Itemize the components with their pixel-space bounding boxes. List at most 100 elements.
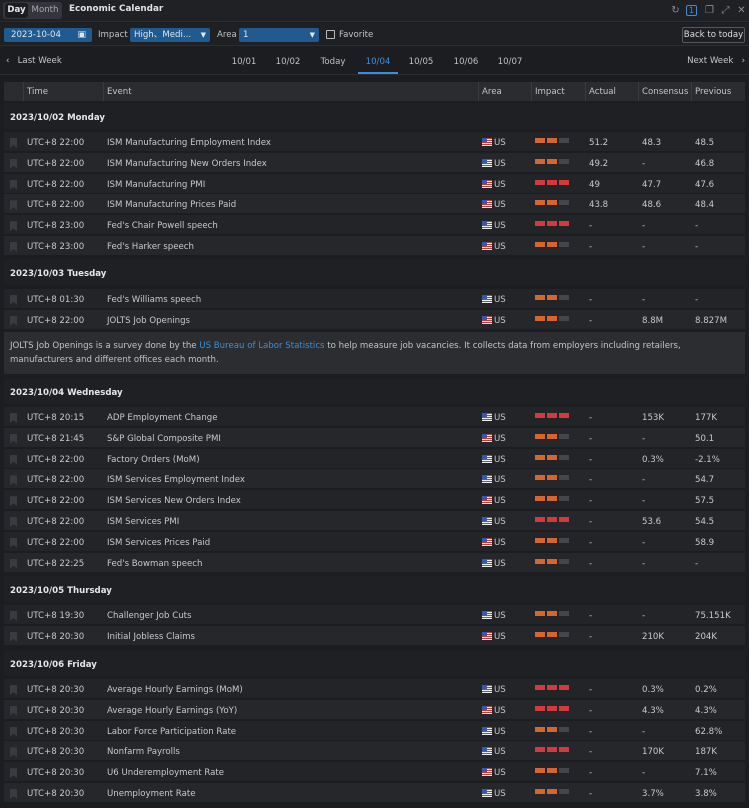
- table-row[interactable]: UTC+8 23:00 Fed's Chair Powell speech US - -…: [4, 215, 745, 236]
- bookmark-icon[interactable]: [10, 413, 17, 423]
- bookmark-icon[interactable]: [10, 454, 17, 465]
- table-row[interactable]: UTC+8 22:00 ISM Manufacturing New Orders …: [4, 152, 745, 173]
- bookmark-icon[interactable]: [10, 138, 17, 148]
- impact-bar: [547, 454, 557, 460]
- date-tab[interactable]: 10/05: [408, 57, 434, 67]
- bookmark-icon[interactable]: [10, 242, 17, 252]
- back-to-today-button[interactable]: Back to today: [682, 27, 745, 43]
- date-tab[interactable]: 10/02: [275, 57, 301, 67]
- bookmark-icon[interactable]: [10, 517, 17, 527]
- impact-select[interactable]: High、Medi... ▼: [130, 28, 210, 42]
- table-row[interactable]: UTC+8 22:00 ISM Services Employment Index…: [4, 469, 745, 490]
- bookmark-icon[interactable]: [10, 475, 17, 486]
- day-view-button[interactable]: Day: [5, 3, 28, 18]
- date-tab-today[interactable]: Today: [320, 57, 346, 67]
- favorite-checkbox[interactable]: [326, 30, 335, 39]
- month-view-button[interactable]: Month: [31, 5, 59, 15]
- table-row[interactable]: UTC+8 20:30 Average Hourly Earnings (MoM)…: [4, 679, 745, 699]
- us-flag-icon: [482, 517, 492, 525]
- bookmark-icon[interactable]: [10, 631, 17, 642]
- time-cell: UTC+8 20:30: [27, 768, 85, 779]
- bookmark-icon[interactable]: [10, 433, 17, 444]
- bookmark-icon[interactable]: [10, 768, 17, 779]
- bookmark-icon[interactable]: [10, 789, 17, 799]
- actual-cell: -: [589, 433, 593, 444]
- table-row[interactable]: UTC+8 20:15 ADP Employment Change US - 153K 1…: [4, 407, 745, 427]
- impact-bar: [535, 768, 545, 774]
- table-row[interactable]: UTC+8 23:00 Fed's Harker speech US - - -: [4, 236, 745, 256]
- bookmark-icon[interactable]: [10, 537, 17, 548]
- bls-link[interactable]: US Bureau of Labor Statistics: [199, 341, 325, 351]
- date-tab[interactable]: 10/01: [231, 57, 257, 67]
- area-select[interactable]: 1 ▼: [239, 28, 319, 42]
- impact-indicator: [535, 454, 575, 460]
- popout-icon[interactable]: ❐: [705, 5, 714, 16]
- table-row[interactable]: UTC+8 22:00 ISM Manufacturing Prices Paid…: [4, 194, 745, 215]
- table-row[interactable]: UTC+8 20:30 Nonfarm Payrolls US - 170K 187K: [4, 741, 745, 762]
- table-row[interactable]: UTC+8 22:00 ISM Manufacturing Employment …: [4, 132, 745, 152]
- impact-bar: [559, 433, 569, 439]
- table-row[interactable]: UTC+8 20:30 Average Hourly Earnings (YoY)…: [4, 699, 745, 720]
- event-cell: Average Hourly Earnings (MoM): [107, 685, 243, 695]
- refresh-icon[interactable]: ↻: [671, 5, 680, 16]
- table-row[interactable]: UTC+8 22:00 ISM Services Prices Paid US - - 5…: [4, 531, 745, 552]
- us-flag-icon: [482, 496, 492, 505]
- column-previous[interactable]: Previous: [695, 87, 732, 97]
- view-toggle[interactable]: Day Month: [3, 2, 62, 19]
- table-row[interactable]: UTC+8 22:00 Factory Orders (MoM) US - 0.3% -2…: [4, 448, 745, 469]
- bookmark-icon[interactable]: [10, 611, 17, 621]
- bookmark-icon[interactable]: [10, 685, 17, 695]
- link-group-icon[interactable]: 1: [686, 5, 697, 16]
- impact-bar: [547, 747, 557, 753]
- actual-cell: 51.2: [589, 138, 609, 148]
- table-row[interactable]: UTC+8 19:30 Challenger Job Cuts US - - 75.151…: [4, 605, 745, 625]
- bookmark-icon[interactable]: [10, 726, 17, 737]
- column-actual[interactable]: Actual: [589, 87, 616, 97]
- consensus-cell: 210K: [642, 631, 665, 642]
- bookmark-icon[interactable]: [10, 747, 17, 758]
- table-row[interactable]: UTC+8 21:45 S&P Global Composite PMI US - - 5…: [4, 427, 745, 448]
- table-row[interactable]: UTC+8 22:00 ISM Services New Orders Index…: [4, 490, 745, 511]
- table-row[interactable]: UTC+8 22:00 ISM Services PMI US - 53.6 54.5: [4, 511, 745, 531]
- table-row[interactable]: UTC+8 22:25 Fed's Bowman speech US - - -: [4, 552, 745, 573]
- column-area[interactable]: Area: [482, 87, 502, 97]
- date-tab[interactable]: 10/07: [497, 57, 523, 67]
- bookmark-icon[interactable]: [10, 158, 17, 169]
- impact-indicator: [535, 315, 575, 321]
- bookmark-icon[interactable]: [10, 200, 17, 211]
- bookmark-icon[interactable]: [10, 496, 17, 507]
- table-row[interactable]: UTC+8 01:30 Fed's Williams speech US - - -: [4, 289, 745, 309]
- column-event[interactable]: Event: [107, 87, 132, 97]
- impact-bar: [559, 295, 569, 300]
- table-row[interactable]: UTC+8 20:30 Initial Jobless Claims US - 210K…: [4, 625, 745, 646]
- consensus-cell: 53.6: [642, 517, 662, 527]
- impact-bar: [559, 726, 569, 732]
- bookmark-icon[interactable]: [10, 705, 17, 716]
- bookmark-icon[interactable]: [10, 179, 17, 190]
- column-consensus[interactable]: Consensus: [642, 87, 689, 97]
- table-row[interactable]: UTC+8 20:30 Labor Force Participation Rat…: [4, 720, 745, 741]
- maximize-icon[interactable]: ⤢: [721, 5, 730, 16]
- next-week-button[interactable]: Next Week ›: [687, 56, 745, 66]
- bookmark-icon[interactable]: [10, 558, 17, 569]
- previous-cell: 57.5: [695, 496, 715, 507]
- column-time[interactable]: Time: [27, 87, 49, 97]
- last-week-button[interactable]: ‹ Last Week: [6, 56, 62, 66]
- bookmark-icon[interactable]: [10, 221, 17, 232]
- date-picker[interactable]: 2023-10-04 ▣: [4, 28, 92, 42]
- us-flag-icon: [482, 138, 492, 146]
- bookmark-icon[interactable]: [10, 315, 17, 326]
- table-row[interactable]: UTC+8 20:30 U6 Underemployment Rate US - - 7.…: [4, 762, 745, 783]
- calendar-icon[interactable]: ▣: [77, 30, 86, 40]
- time-cell: UTC+8 20:30: [27, 726, 85, 737]
- impact-bar: [535, 747, 545, 753]
- date-tab-active[interactable]: 10/04: [365, 57, 391, 67]
- impact-bar: [559, 768, 569, 774]
- table-row[interactable]: UTC+8 22:00 ISM Manufacturing PMI US 49 47.7…: [4, 173, 745, 194]
- column-impact[interactable]: Impact: [535, 87, 565, 97]
- bookmark-icon[interactable]: [10, 295, 17, 305]
- table-row[interactable]: UTC+8 20:30 Unemployment Rate US - 3.7% 3.8%: [4, 783, 745, 803]
- close-icon[interactable]: ✕: [737, 5, 746, 16]
- table-row[interactable]: UTC+8 22:00 JOLTS Job Openings US - 8.8M 8.82…: [4, 309, 745, 330]
- date-tab[interactable]: 10/06: [453, 57, 479, 67]
